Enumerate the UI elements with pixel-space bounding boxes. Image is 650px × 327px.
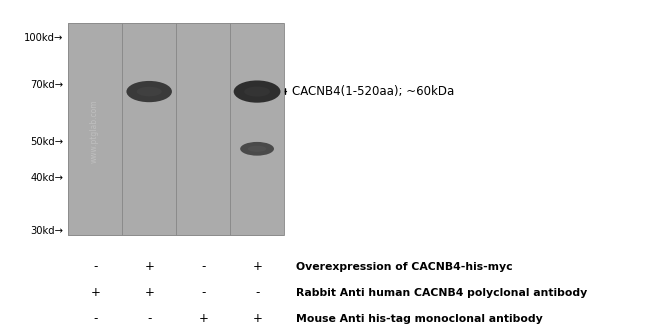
Text: -: - xyxy=(148,312,151,325)
Text: +: + xyxy=(198,312,209,325)
Text: 40kd→: 40kd→ xyxy=(31,173,64,183)
Text: CACNB4(1-520aa); ~60kDa: CACNB4(1-520aa); ~60kDa xyxy=(292,85,455,98)
Ellipse shape xyxy=(244,87,270,96)
Ellipse shape xyxy=(126,81,172,102)
Bar xyxy=(122,23,176,235)
Text: +: + xyxy=(252,260,263,273)
Text: 100kd→: 100kd→ xyxy=(24,33,64,43)
Text: 70kd→: 70kd→ xyxy=(31,80,64,90)
Text: +: + xyxy=(144,260,155,273)
Text: 30kd→: 30kd→ xyxy=(31,226,64,235)
Text: Rabbit Anti human CACNB4 polyclonal antibody: Rabbit Anti human CACNB4 polyclonal anti… xyxy=(296,288,587,298)
Bar xyxy=(176,23,230,235)
Text: www.ptglab.com: www.ptglab.com xyxy=(90,99,99,163)
Text: -: - xyxy=(94,260,98,273)
Ellipse shape xyxy=(248,146,266,152)
Ellipse shape xyxy=(240,142,274,156)
Text: +: + xyxy=(144,286,155,299)
Text: -: - xyxy=(94,312,98,325)
Ellipse shape xyxy=(136,87,162,96)
Bar xyxy=(230,23,284,235)
Text: Mouse Anti his-tag monoclonal antibody: Mouse Anti his-tag monoclonal antibody xyxy=(296,314,543,324)
Text: -: - xyxy=(202,260,205,273)
Text: +: + xyxy=(90,286,101,299)
Text: Overexpression of CACNB4-his-myc: Overexpression of CACNB4-his-myc xyxy=(296,262,512,271)
Bar xyxy=(68,23,122,235)
Text: 50kd→: 50kd→ xyxy=(31,137,64,147)
Text: -: - xyxy=(202,286,205,299)
Bar xyxy=(68,23,283,235)
Text: +: + xyxy=(252,312,263,325)
Text: -: - xyxy=(255,286,259,299)
Ellipse shape xyxy=(234,80,280,103)
